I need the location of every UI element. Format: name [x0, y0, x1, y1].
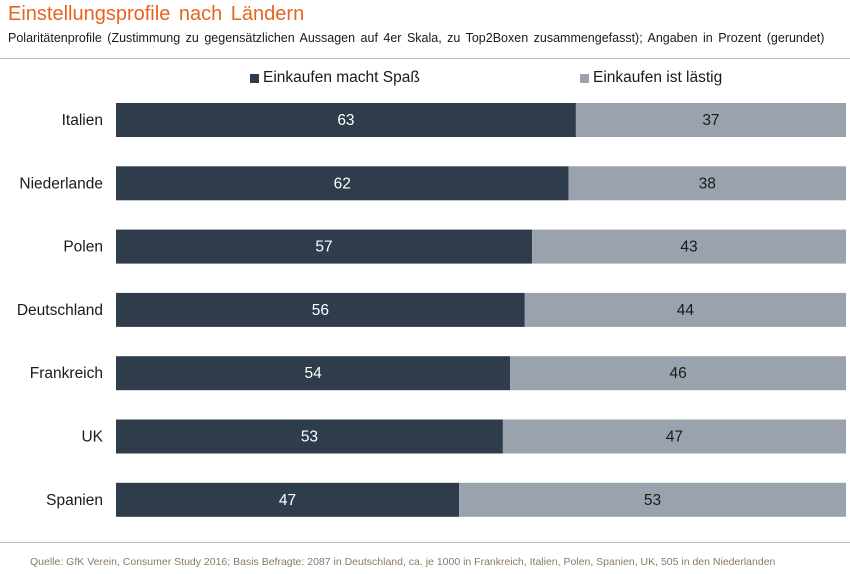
data-label-s2-5: 47	[666, 429, 683, 446]
category-label-3: Deutschland	[17, 302, 103, 319]
top-divider	[0, 58, 850, 59]
legend-label-series-1: Einkaufen macht Spaß	[263, 69, 420, 86]
bar-segment-s1-4	[116, 356, 511, 391]
legend-item-series-1: Einkaufen macht Spaß	[250, 69, 420, 87]
data-label-s2-3: 44	[677, 302, 695, 319]
chart-title: Einstellungsprofile nach Ländern	[8, 3, 305, 25]
bottom-divider	[0, 542, 850, 543]
bar-segment-s1-6	[116, 482, 460, 517]
data-label-s1-5: 53	[301, 429, 318, 446]
bar-segment-s2-0	[575, 103, 846, 137]
bar-segment-s2-6	[459, 482, 846, 517]
category-label-6: Spanien	[46, 492, 103, 509]
data-label-s2-1: 38	[699, 175, 716, 192]
bar-segment-s2-5	[502, 419, 846, 454]
bar-segment-s1-5	[116, 419, 503, 454]
chart-subtitle: Polaritätenprofile (Zustimmung zu gegens…	[8, 31, 825, 45]
bar-segment-s2-2	[532, 229, 846, 264]
legend-swatch-series-1	[250, 73, 259, 83]
category-label-1: Niederlande	[19, 175, 103, 192]
data-label-s1-6: 47	[279, 492, 296, 509]
bar-segment-s2-1	[568, 166, 846, 201]
data-label-s1-4: 54	[304, 365, 322, 382]
source-note: Quelle: GfK Verein, Consumer Study 2016;…	[30, 556, 776, 568]
category-label-2: Polen	[63, 239, 103, 256]
data-label-s1-2: 57	[315, 239, 332, 256]
bar-segment-s1-0	[116, 103, 576, 137]
bar-segment-s1-2	[116, 229, 533, 264]
data-label-s1-3: 56	[312, 302, 329, 319]
legend-item-series-2: Einkaufen ist lästig	[580, 69, 722, 87]
data-label-s2-4: 46	[669, 365, 686, 382]
bar-segment-s2-3	[524, 292, 846, 327]
data-label-s1-1: 62	[334, 175, 351, 192]
category-label-0: Italien	[62, 112, 103, 129]
legend-label-series-2: Einkaufen ist lästig	[593, 69, 723, 86]
data-label-s1-0: 63	[337, 112, 354, 129]
data-label-s2-2: 43	[680, 239, 697, 256]
category-label-5: UK	[81, 429, 103, 446]
legend-swatch-series-2	[580, 73, 589, 83]
data-label-s2-6: 53	[644, 492, 661, 509]
bar-segment-s2-4	[510, 356, 846, 391]
category-label-4: Frankreich	[30, 365, 103, 382]
bar-segment-s1-3	[116, 292, 525, 327]
bar-segment-s1-1	[116, 166, 569, 201]
data-label-s2-0: 37	[702, 112, 719, 129]
